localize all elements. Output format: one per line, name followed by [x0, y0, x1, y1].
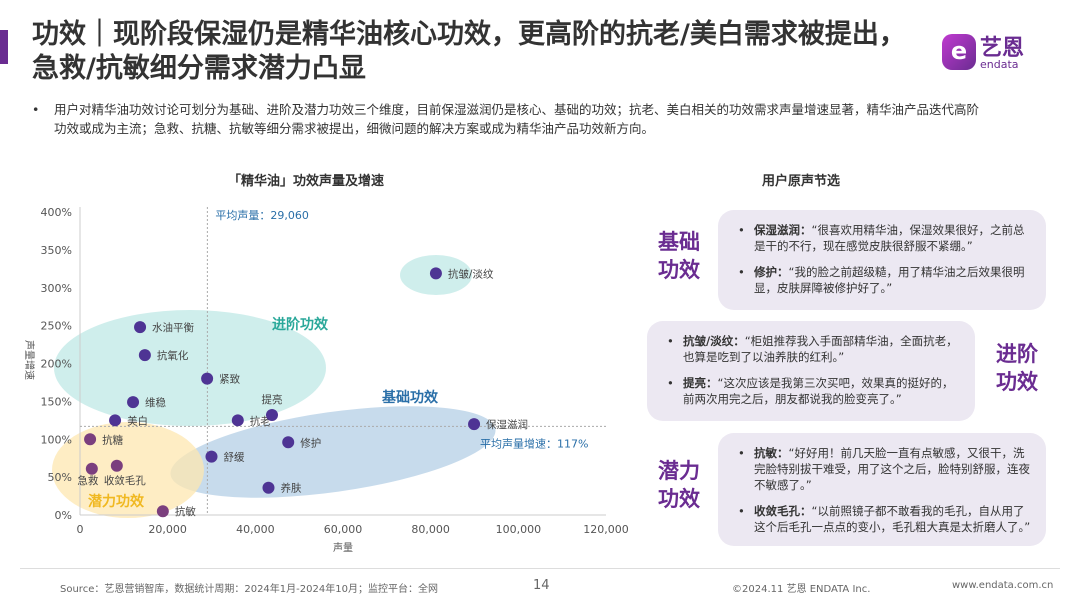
data-point-label: 修护: [300, 436, 321, 449]
data-point: [265, 409, 278, 422]
scatter-chart: 0 20,000 40,000 60,000 80,000 100,000 120,000 0…: [23, 206, 629, 554]
data-point: [231, 414, 244, 427]
voice-quote-text: “好好用！前几天脸一直有点敏感，又很干，洗完脸特别拔干难受，用了这个之后，脸特别…: [754, 446, 1030, 492]
summary-text: 用户对精华油功效讨论可划分为基础、进阶及潜力功效三个维度，目前保湿滋润仍是核心、…: [30, 100, 980, 138]
data-point-label: 维稳: [145, 396, 166, 409]
voice-category-potential: 潜力功效: [658, 459, 700, 511]
voice-quote: 提亮：“这次应该是我第三次买吧，效果真的挺好的，前两次用完之后，朋友都说我的脸变…: [661, 375, 961, 407]
logo-cn: 艺恩: [980, 36, 1025, 61]
voice-quote-key: 修护：: [754, 265, 789, 279]
voices-title: 用户原声节选: [762, 174, 841, 189]
data-point: [262, 481, 275, 494]
data-point-label: 紧致: [219, 373, 240, 386]
chart-title: 「精华油」功效声量及增速: [228, 174, 385, 189]
data-point: [282, 436, 295, 449]
voice-box-advanced: 抗皱/淡纹：“柜姐推荐我入手面部精华油，全面抗老，也算是吃到了以油养肤的红利。”…: [647, 321, 975, 421]
voice-quote-text: “我的脸之前超级糙，用了精华油之后效果很明显，皮肤屏障被修护好了。”: [754, 265, 1025, 295]
data-point-label: 抗老: [250, 414, 271, 427]
data-point: [429, 267, 442, 280]
y-tick-label: 0%: [55, 509, 72, 522]
data-point: [109, 414, 122, 427]
voice-quote-key: 抗皱/淡纹：: [683, 334, 745, 348]
cluster-basic: [170, 406, 496, 498]
data-point-label: 抗皱/淡纹: [448, 267, 494, 280]
x-tick-label: 80,000: [411, 523, 450, 536]
group-label-basic: 基础功效: [382, 389, 439, 406]
data-point: [468, 418, 481, 431]
cluster-potential: [52, 422, 204, 518]
x-tick-label: 40,000: [236, 523, 275, 536]
data-point: [85, 462, 98, 475]
logo-mark-icon: e: [942, 34, 976, 70]
y-tick-label: 350%: [41, 244, 72, 257]
voice-quote-key: 提亮：: [683, 376, 718, 390]
footer-source: Source：艺恩营销智库，数据统计周期：2024年1月-2024年10月；监控…: [60, 584, 438, 595]
y-tick-label: 200%: [41, 358, 72, 371]
logo-en: endata: [980, 58, 1019, 71]
data-point-label: 提亮: [261, 393, 282, 406]
data-point: [201, 372, 214, 385]
voice-quote: 修护：“我的脸之前超级糙，用了精华油之后效果很明显，皮肤屏障被修护好了。”: [732, 264, 1032, 296]
x-tick-label: 0: [77, 523, 84, 536]
endata-logo: e 艺恩 endata: [942, 30, 1052, 78]
data-point: [205, 450, 218, 463]
y-tick-label: 250%: [41, 320, 72, 333]
voice-quote-text: “这次应该是我第三次买吧，效果真的挺好的，前两次用完之后，朋友都说我的脸变亮了。…: [683, 376, 954, 406]
data-point-label: 急救: [77, 474, 98, 487]
voice-quote-key: 保湿滋润：: [754, 223, 812, 237]
y-tick-label: 300%: [41, 282, 72, 295]
y-tick-label: 50%: [48, 471, 72, 484]
y-axis-label: 声量增速: [23, 340, 36, 380]
voice-quote: 收敛毛孔：“以前照镜子都不敢看我的毛孔，自从用了这个后毛孔一点点的变小，毛孔粗大…: [732, 503, 1032, 535]
cluster-advanced: [54, 310, 326, 426]
data-point: [110, 459, 123, 472]
voice-quote-text: “以前照镜子都不敢看我的毛孔，自从用了这个后毛孔一点点的变小，毛孔粗大真是太折磨…: [754, 504, 1031, 534]
voice-quote-key: 抗敏：: [754, 446, 789, 460]
data-point-label: 舒缓: [224, 451, 245, 464]
voice-quote: 抗皱/淡纹：“柜姐推荐我入手面部精华油，全面抗老，也算是吃到了以油养肤的红利。”: [661, 333, 961, 365]
data-point-label: 收敛毛孔: [104, 474, 146, 487]
footer-url: www.endata.com.cn: [952, 580, 1054, 591]
mean-growth-label: 平均声量增速：117%: [480, 436, 588, 450]
data-point-label: 养肤: [280, 482, 301, 495]
mean-volume-label: 平均声量：29,060: [215, 208, 309, 222]
footer-copyright: ©2024.11 艺恩 ENDATA Inc.: [732, 584, 871, 595]
data-point-label: 抗敏: [175, 505, 196, 518]
voice-quote-key: 收敛毛孔：: [754, 504, 812, 518]
footer-divider: [20, 568, 1060, 569]
voice-box-potential: 抗敏：“好好用！前几天脸一直有点敏感，又很干，洗完脸特别拔干难受，用了这个之后，…: [718, 433, 1046, 546]
y-tick-label: 400%: [41, 206, 72, 219]
data-point: [156, 505, 169, 518]
x-tick-label: 120,000: [583, 523, 629, 536]
data-point-label: 水油平衡: [152, 321, 194, 334]
page-number: 14: [533, 578, 550, 593]
y-tick-label: 150%: [41, 395, 72, 408]
voice-quote-text: “柜姐推荐我入手面部精华油，全面抗老，也算是吃到了以油养肤的红利。”: [683, 334, 958, 364]
voice-category-basic: 基础功效: [658, 230, 700, 282]
data-point: [127, 396, 140, 409]
data-point-label: 抗氧化: [157, 349, 189, 362]
data-point: [134, 321, 147, 334]
voice-quote: 抗敏：“好好用！前几天脸一直有点敏感，又很干，洗完脸特别拔干难受，用了这个之后，…: [732, 445, 1032, 493]
page-title: 功效｜现阶段保湿仍是精华油核心功效，更高阶的抗老/美白需求被提出，急救/抗敏细分…: [32, 19, 906, 84]
voice-quote: 保湿滋润：“很喜欢用精华油，保湿效果很好，之前总是干的不行，现在感觉皮肤很舒服不…: [732, 222, 1032, 254]
data-point: [138, 349, 151, 362]
data-point-label: 保湿滋润: [486, 418, 528, 431]
voice-box-basic: 保湿滋润：“很喜欢用精华油，保湿效果很好，之前总是干的不行，现在感觉皮肤很舒服不…: [718, 210, 1046, 310]
data-point-label: 抗糖: [102, 433, 123, 446]
data-point-label: 美白: [127, 414, 148, 427]
x-tick-label: 20,000: [148, 523, 187, 536]
voice-category-advanced: 进阶功效: [996, 342, 1038, 394]
data-point: [84, 433, 97, 446]
x-tick-label: 60,000: [324, 523, 363, 536]
x-tick-label: 100,000: [496, 523, 542, 536]
accent-bar: [0, 30, 8, 64]
voice-quote-text: “很喜欢用精华油，保湿效果很好，之前总是干的不行，现在感觉皮肤很舒服不紧绷。”: [754, 223, 1025, 253]
x-axis-label: 声量: [333, 541, 353, 554]
group-label-advanced: 进阶功效: [272, 316, 329, 333]
group-label-potential: 潜力功效: [88, 493, 145, 510]
y-tick-label: 100%: [41, 433, 72, 446]
